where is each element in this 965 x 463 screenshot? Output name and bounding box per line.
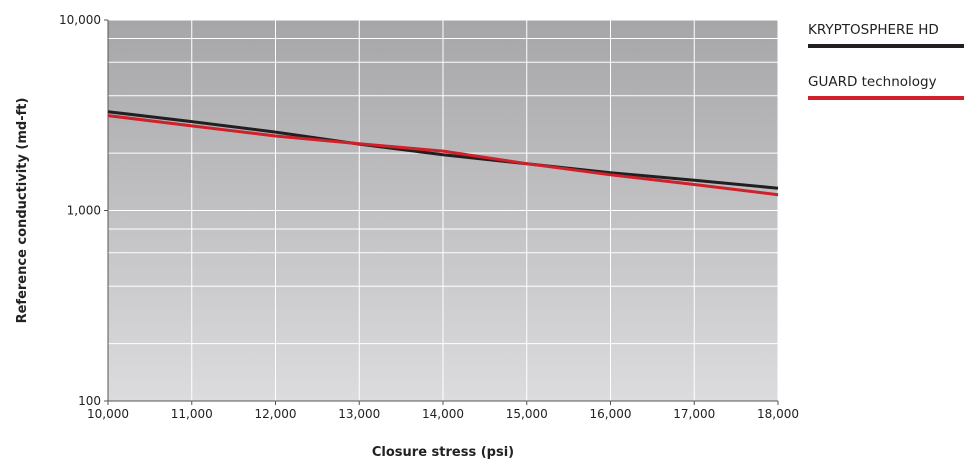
x-tick-label: 14,000 [422, 407, 464, 421]
y-tick-label: 100 [78, 394, 101, 408]
y-axis-title: Reference conductivity (md-ft) [15, 98, 30, 324]
x-tick-label: 15,000 [506, 407, 548, 421]
x-tick-label: 11,000 [171, 407, 213, 421]
x-tick-label: 16,000 [590, 407, 632, 421]
x-tick-label: 18,000 [757, 407, 799, 421]
legend-label: GUARD technology [808, 74, 937, 90]
x-tick-label: 17,000 [673, 407, 715, 421]
x-tick-label: 13,000 [338, 407, 380, 421]
x-tick-label: 10,000 [87, 407, 129, 421]
x-axis-title: Closure stress (psi) [372, 445, 514, 460]
legend-label: KRYPTOSPHERE HD [808, 22, 939, 38]
y-tick-label: 1,000 [67, 204, 101, 218]
x-tick-label: 12,000 [255, 407, 297, 421]
legend-swatch [808, 96, 964, 100]
legend-swatch [808, 44, 964, 48]
legend: KRYPTOSPHERE HD GUARD technology [808, 22, 964, 100]
y-tick-label: 10,000 [59, 13, 101, 27]
